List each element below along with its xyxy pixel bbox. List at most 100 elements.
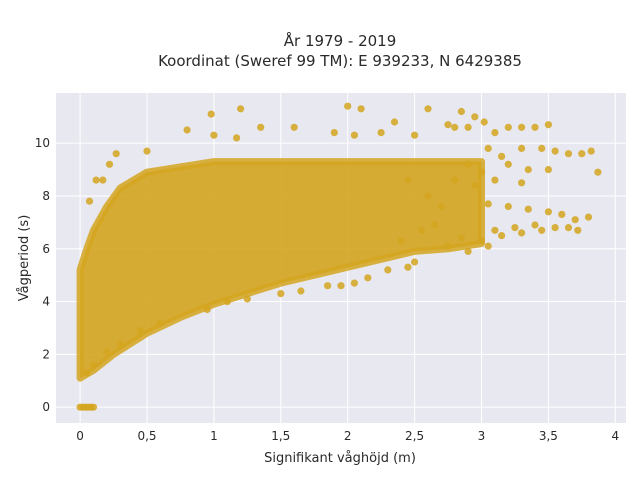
data-point bbox=[464, 123, 472, 131]
data-point bbox=[411, 131, 419, 139]
x-tick-label: 0 bbox=[76, 429, 84, 443]
point-cloud bbox=[76, 158, 485, 382]
data-point bbox=[491, 176, 499, 184]
data-point bbox=[417, 226, 425, 234]
data-point bbox=[477, 237, 486, 245]
data-point bbox=[457, 107, 465, 116]
data-point bbox=[437, 202, 445, 211]
data-point bbox=[538, 226, 546, 234]
data-point bbox=[364, 274, 372, 282]
data-point bbox=[210, 131, 218, 139]
data-point bbox=[504, 160, 512, 168]
data-point bbox=[183, 126, 191, 134]
data-point bbox=[451, 176, 459, 184]
data-point bbox=[491, 129, 499, 137]
data-point bbox=[397, 237, 405, 245]
data-point bbox=[518, 229, 526, 237]
data-point bbox=[571, 216, 579, 224]
data-point bbox=[587, 147, 595, 155]
data-point bbox=[350, 279, 358, 287]
data-point bbox=[143, 147, 151, 155]
x-tick-label: 1 bbox=[210, 429, 218, 443]
x-tick-label: 2,5 bbox=[405, 429, 424, 443]
data-point bbox=[404, 176, 412, 184]
data-point bbox=[484, 200, 492, 208]
data-point bbox=[330, 129, 338, 137]
point-cloud-area bbox=[76, 158, 485, 382]
data-point bbox=[594, 168, 602, 176]
data-point bbox=[203, 305, 211, 314]
data-point bbox=[578, 150, 586, 158]
data-point bbox=[551, 224, 559, 232]
data-point bbox=[233, 134, 241, 142]
data-point bbox=[518, 179, 526, 187]
data-point bbox=[477, 168, 486, 176]
data-point bbox=[89, 361, 98, 369]
data-point bbox=[257, 123, 265, 131]
data-point bbox=[457, 234, 465, 242]
data-point bbox=[85, 197, 94, 205]
data-point bbox=[290, 123, 298, 131]
data-point bbox=[524, 205, 532, 213]
x-tick-label: 2 bbox=[344, 429, 352, 443]
data-point bbox=[558, 210, 566, 218]
data-point bbox=[223, 298, 231, 306]
data-point bbox=[105, 160, 114, 168]
data-point bbox=[564, 150, 573, 158]
y-tick-label: 8 bbox=[42, 189, 50, 203]
data-point bbox=[324, 282, 332, 290]
data-point bbox=[524, 166, 532, 174]
data-point bbox=[451, 123, 459, 131]
data-point bbox=[116, 340, 124, 348]
data-points bbox=[76, 102, 602, 411]
data-point bbox=[544, 208, 553, 216]
data-point bbox=[444, 242, 452, 250]
data-point bbox=[384, 266, 392, 274]
data-point bbox=[350, 131, 358, 139]
x-tick-label: 3 bbox=[478, 429, 486, 443]
data-point bbox=[136, 327, 144, 335]
data-point bbox=[484, 144, 492, 152]
data-point bbox=[99, 176, 107, 184]
data-point bbox=[89, 403, 98, 411]
data-point bbox=[551, 147, 559, 155]
data-point bbox=[431, 221, 439, 229]
data-point bbox=[156, 319, 164, 327]
data-point bbox=[377, 129, 385, 137]
data-point bbox=[531, 221, 539, 229]
data-point bbox=[531, 123, 539, 131]
data-point bbox=[390, 118, 399, 126]
y-axis-title: Vågperiod (s) bbox=[17, 215, 32, 302]
chart-title-line-1: År 1979 - 2019 bbox=[284, 31, 397, 50]
data-point bbox=[237, 105, 245, 113]
chart-title-line-2: Koordinat (Sweref 99 TM): E 939233, N 64… bbox=[158, 52, 522, 70]
data-point bbox=[504, 202, 512, 211]
x-axis-title: Signifikant våghöjd (m) bbox=[264, 451, 416, 466]
data-point bbox=[464, 160, 472, 168]
data-point bbox=[504, 123, 512, 131]
data-point bbox=[404, 263, 412, 271]
y-tick-label: 4 bbox=[42, 295, 50, 309]
data-point bbox=[498, 152, 506, 160]
data-point bbox=[83, 369, 91, 377]
y-tick-label: 6 bbox=[42, 242, 50, 256]
y-axis-ticks: 0 2 4 6 8 10 bbox=[35, 136, 50, 414]
data-point bbox=[498, 232, 506, 240]
data-point bbox=[424, 105, 432, 113]
data-point bbox=[574, 226, 582, 234]
data-point bbox=[544, 166, 553, 174]
y-tick-label: 10 bbox=[35, 136, 50, 150]
data-point bbox=[471, 113, 479, 121]
data-point bbox=[92, 176, 100, 184]
data-point bbox=[480, 118, 488, 126]
data-point bbox=[112, 150, 120, 158]
data-point bbox=[411, 258, 419, 266]
x-tick-label: 3,5 bbox=[539, 429, 558, 443]
data-point bbox=[564, 224, 573, 232]
data-point bbox=[544, 121, 553, 129]
data-point bbox=[337, 282, 345, 290]
data-point bbox=[584, 213, 593, 221]
chart-title: År 1979 - 2019 Koordinat (Sweref 99 TM):… bbox=[158, 31, 522, 70]
data-point bbox=[484, 242, 492, 250]
